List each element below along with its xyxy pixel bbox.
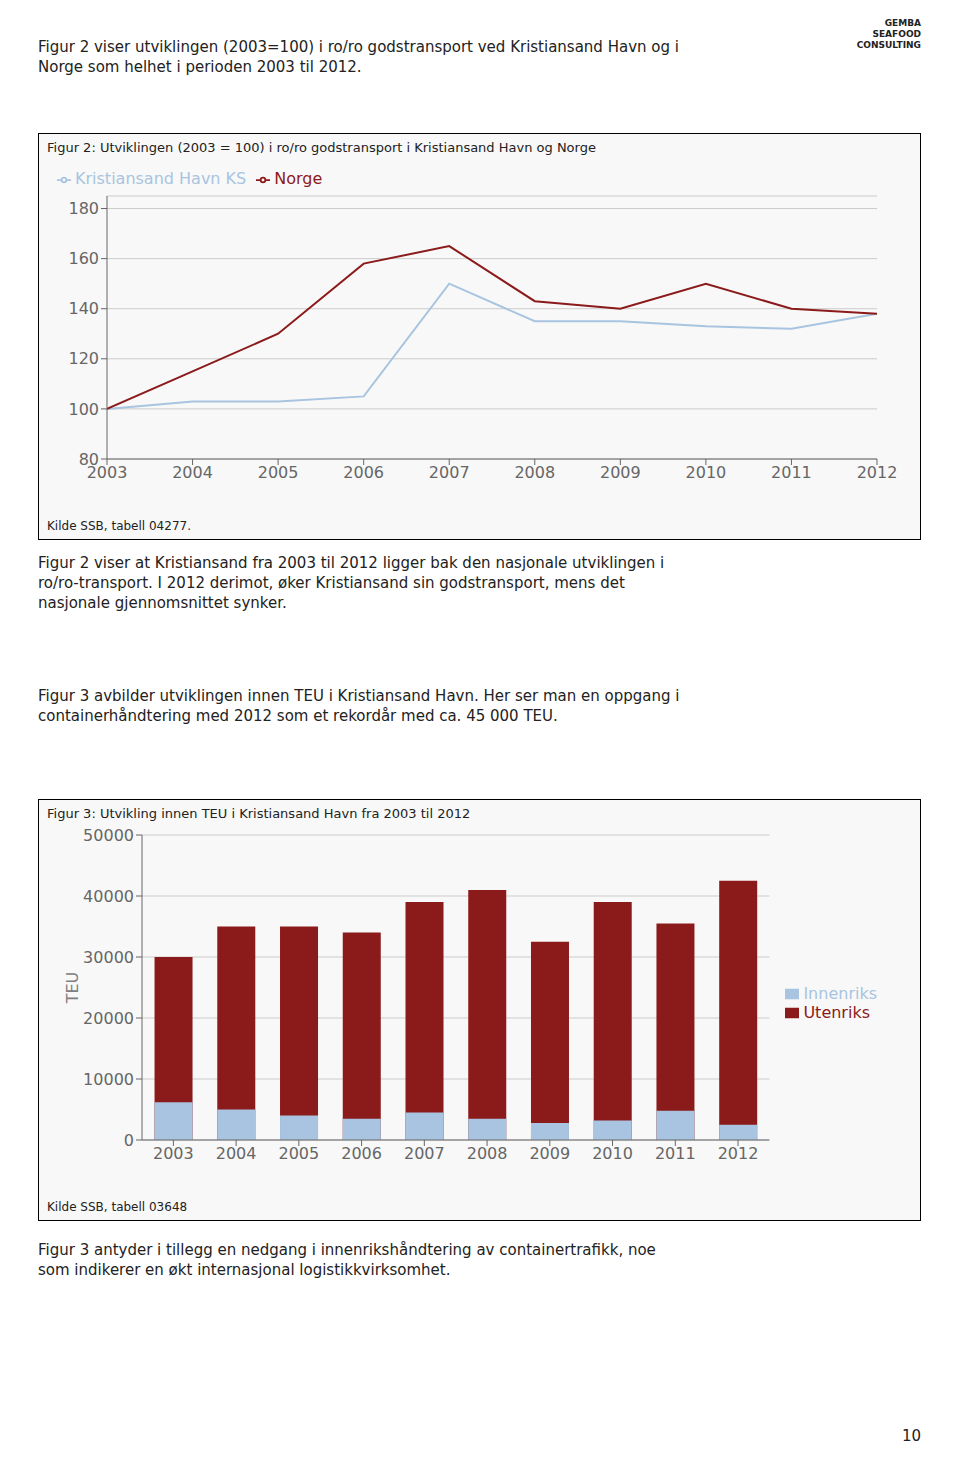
html-text:nasjonale gjennomsnittet synke: nasjonale gjennomsnittet synker. (38, 594, 287, 612)
html-text:containerhåndtering med 2012 s: containerhåndtering med 2012 som et reko… (38, 707, 558, 725)
svg-text:2010: 2010 (592, 1144, 633, 1163)
html-text:Figur 3: Utvikling innen TEU i: Figur 3: Utvikling innen TEU i Kristians… (47, 806, 471, 821)
html-text:Kristiansand Havn KS: Kristiansand Havn KS (75, 169, 247, 188)
html-text:Innenriks: Innenriks (803, 983, 877, 1003)
html-text:Kilde SSB, tabell 04277.: Kilde SSB, tabell 04277. (47, 519, 191, 533)
html-text:10: 10 (901, 1427, 921, 1445)
html-text:Norge som helhet i perioden 20: Norge som helhet i perioden 2003 til 201… (38, 58, 362, 76)
svg-text:140: 140 (68, 299, 99, 318)
svg-text:40000: 40000 (83, 887, 134, 906)
html-text:Figur 2: Utviklingen (2003 = 1: Figur 2: Utviklingen (2003 = 100) i ro/r… (47, 140, 596, 155)
svg-text:2011: 2011 (771, 463, 812, 482)
svg-text:30000: 30000 (83, 948, 134, 967)
svg-text:2010: 2010 (686, 463, 727, 482)
svg-text:2005: 2005 (278, 1144, 319, 1163)
svg-text:80: 80 (79, 450, 99, 469)
svg-text:2003: 2003 (153, 1144, 194, 1163)
html-text:Figur 2 viser utviklingen (200: Figur 2 viser utviklingen (2003=100) i r… (38, 38, 679, 56)
html-text:SEAFOOD: SEAFOOD (872, 29, 921, 39)
svg-text:2007: 2007 (429, 463, 470, 482)
svg-text:2008: 2008 (514, 463, 555, 482)
html-text:Figur 2 viser at Kristiansand: Figur 2 viser at Kristiansand fra 2003 t… (38, 554, 665, 572)
svg-text:2008: 2008 (467, 1144, 508, 1163)
svg-text:2009: 2009 (600, 463, 641, 482)
svg-text:2009: 2009 (529, 1144, 570, 1163)
svg-text:2012: 2012 (718, 1144, 759, 1163)
svg-text:2005: 2005 (258, 463, 299, 482)
svg-text:2006: 2006 (343, 463, 384, 482)
svg-text:2003: 2003 (86, 463, 128, 483)
html-text:som indikerer en økt internasj: som indikerer en økt internasjonal logis… (38, 1261, 451, 1279)
svg-text:20000: 20000 (83, 1009, 134, 1028)
html-text:Figur 3 avbilder utviklingen i: Figur 3 avbilder utviklingen innen TEU i… (38, 687, 680, 705)
svg-text:50000: 50000 (83, 826, 134, 845)
svg-text:2011: 2011 (655, 1144, 696, 1163)
svg-text:120: 120 (68, 349, 99, 368)
svg-text:100: 100 (68, 400, 99, 419)
html-text:ro/ro-transport. I 2012 derimo: ro/ro-transport. I 2012 derimot, øker Kr… (38, 574, 625, 592)
html-text:Utenriks: Utenriks (803, 1002, 870, 1022)
svg-text:2012: 2012 (857, 463, 898, 482)
svg-text:2007: 2007 (404, 1144, 445, 1163)
html-text:Norge: Norge (274, 169, 323, 188)
svg-text:2004: 2004 (216, 1144, 257, 1163)
html-text:CONSULTING: CONSULTING (856, 40, 921, 50)
svg-text:TEU: TEU (63, 972, 82, 1005)
html-text:Kilde SSB, tabell 03648: Kilde SSB, tabell 03648 (47, 1200, 188, 1214)
svg-text:2006: 2006 (341, 1144, 382, 1163)
svg-text:160: 160 (68, 249, 99, 268)
html-text:Figur 3 antyder i tillegg en n: Figur 3 antyder i tillegg en nedgang i i… (38, 1241, 656, 1259)
svg-text:180: 180 (68, 199, 99, 218)
svg-text:0: 0 (124, 1131, 134, 1150)
svg-text:2004: 2004 (172, 463, 213, 482)
svg-text:10000: 10000 (83, 1070, 134, 1089)
html-text:GEMBA: GEMBA (884, 18, 921, 28)
